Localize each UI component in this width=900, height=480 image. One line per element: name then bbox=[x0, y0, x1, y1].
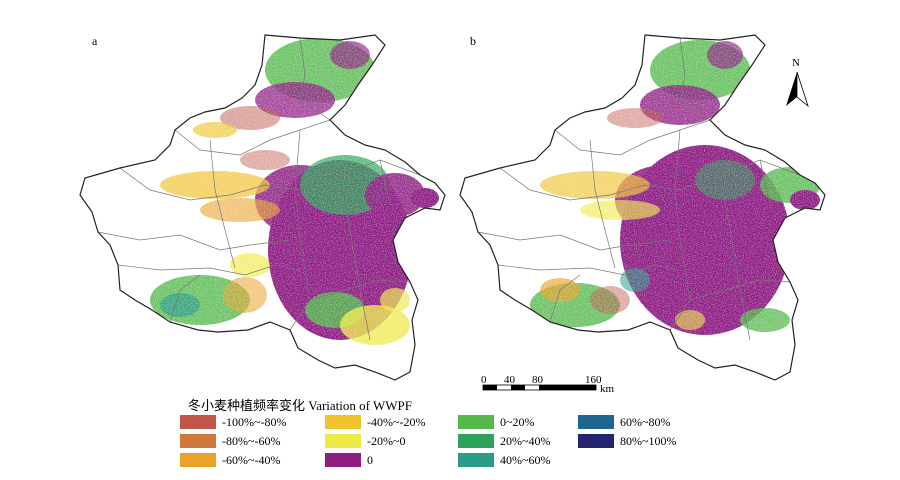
legend-item: 60%~80% bbox=[578, 415, 670, 429]
scale-tick-40: 40 bbox=[504, 374, 516, 386]
legend-swatch bbox=[180, 434, 216, 448]
legend-label: 20%~40% bbox=[500, 433, 551, 448]
legend-item: 20%~40% bbox=[458, 434, 550, 448]
scale-unit: km bbox=[600, 383, 615, 395]
legend-label: -60%~-40% bbox=[222, 452, 281, 467]
legend-swatch bbox=[180, 453, 216, 467]
legend-swatch bbox=[180, 415, 216, 429]
north-arrow: N bbox=[786, 57, 809, 108]
legend-swatch bbox=[325, 453, 361, 467]
prefecture-boundaries-a bbox=[97, 37, 421, 341]
legend-swatch bbox=[325, 415, 361, 429]
legend-swatch bbox=[458, 453, 494, 467]
prefecture-boundaries-b bbox=[477, 37, 801, 341]
legend-label: -100%~-80% bbox=[222, 414, 287, 429]
scale-tick-160: 160 bbox=[585, 374, 602, 386]
legend-item: 40%~60% bbox=[458, 453, 550, 467]
north-arrow-label: N bbox=[792, 57, 800, 69]
legend-swatch bbox=[325, 434, 361, 448]
legend-label: 0~20% bbox=[500, 414, 535, 429]
legend-swatch bbox=[578, 415, 614, 429]
scale-bar: 0 40 80 160 km bbox=[481, 374, 615, 395]
scale-tick-80: 80 bbox=[532, 374, 544, 386]
legend-item: -100%~-80% bbox=[180, 415, 286, 429]
legend-swatch bbox=[578, 434, 614, 448]
legend-title: 冬小麦种植频率变化 Variation of WWPF bbox=[188, 398, 412, 413]
legend-label: -80%~-60% bbox=[222, 433, 281, 448]
legend-label: 60%~80% bbox=[620, 414, 671, 429]
legend-label: 40%~60% bbox=[500, 452, 551, 467]
legend-item: -60%~-40% bbox=[180, 453, 280, 467]
legend-item: -40%~-20% bbox=[325, 415, 425, 429]
legend-item: 80%~100% bbox=[578, 434, 676, 448]
legend-label: 80%~100% bbox=[620, 433, 677, 448]
panel-label-a: a bbox=[92, 34, 98, 48]
wwpf-raster-b bbox=[460, 35, 825, 380]
legend-item: 0~20% bbox=[458, 415, 535, 429]
wwpf-raster-a bbox=[80, 35, 445, 380]
map-panel-b: b bbox=[459, 34, 826, 381]
legend-label: -20%~0 bbox=[367, 433, 406, 448]
legend-label: -40%~-20% bbox=[367, 414, 426, 429]
panel-label-b: b bbox=[470, 34, 476, 48]
legend-item: -80%~-60% bbox=[180, 434, 280, 448]
legend-swatch bbox=[458, 434, 494, 448]
legend-item: 0 bbox=[325, 453, 373, 467]
legend-label: 0 bbox=[367, 452, 373, 467]
legend-swatch bbox=[458, 415, 494, 429]
legend-item: -20%~0 bbox=[325, 434, 405, 448]
scale-tick-0: 0 bbox=[481, 374, 487, 386]
map-panel-a: a bbox=[79, 34, 446, 381]
